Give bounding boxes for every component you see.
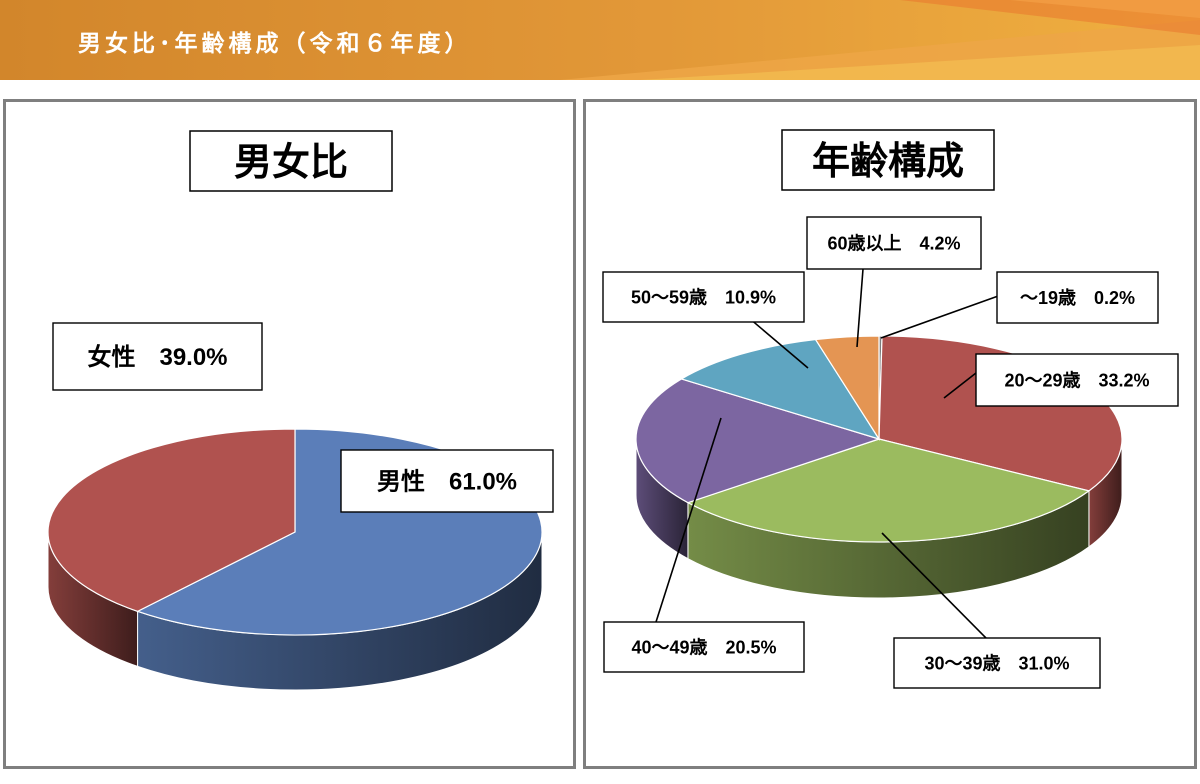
age-composition-panel: 年齢構成 ～19歳 0.2% 20～29歳 33.2% 30～39歳 31.0% 40～…: [583, 99, 1197, 769]
data-label-box: [340, 449, 554, 513]
data-label-box: [975, 353, 1179, 407]
leader-line: [943, 372, 977, 399]
page-title: 男女比･年齢構成（令和６年度）: [78, 31, 472, 57]
gender-ratio-panel: 男女比男性 61.0% 女性 39.0%: [3, 99, 576, 769]
pie-slice-40under-49: [635, 378, 881, 504]
data-label-box: [602, 271, 805, 323]
leader-line: [856, 268, 864, 348]
pie-slice-50under-59: [680, 338, 881, 441]
data-label-under-19: ～19歳 0.2%: [1020, 288, 1135, 308]
pie-slice-30under-39: [686, 438, 1091, 543]
leader-line: [881, 532, 987, 639]
data-label-40under-49: 40～49歳 20.5%: [631, 637, 776, 657]
data-label-60: 60歳以上 4.2%: [827, 233, 960, 253]
leader-line: [880, 294, 1002, 339]
pie-slice-60: [814, 335, 880, 442]
data-label-box: [52, 322, 263, 391]
chart-title: 男女比: [234, 141, 348, 184]
age-pie-chart: 年齢構成 ～19歳 0.2% 20～29歳 33.2% 30～39歳 31.0% 40～…: [602, 129, 1179, 689]
data-label-30under-39: 30～39歳 31.0%: [924, 653, 1069, 673]
chart-title-box: [781, 129, 995, 191]
data-label-box: [893, 637, 1101, 689]
pie-slice-slice: [47, 428, 296, 613]
header-background: [0, 0, 1200, 80]
header-banner: 男女比･年齢構成（令和６年度）: [0, 0, 1200, 80]
data-label-box: [996, 271, 1159, 324]
data-label-slice: 女性 39.0%: [87, 343, 227, 371]
data-label-slice: 男性 61.0%: [377, 469, 517, 496]
chart-title: 年齢構成: [812, 141, 964, 183]
chart-title-box: [189, 130, 393, 192]
data-label-box: [806, 216, 982, 270]
data-label-50under-59: 50～59歳 10.9%: [631, 287, 776, 307]
data-label-box: [603, 621, 805, 673]
data-label-20under-29: 20～29歳 33.2%: [1004, 370, 1149, 390]
leader-line: [655, 417, 722, 623]
